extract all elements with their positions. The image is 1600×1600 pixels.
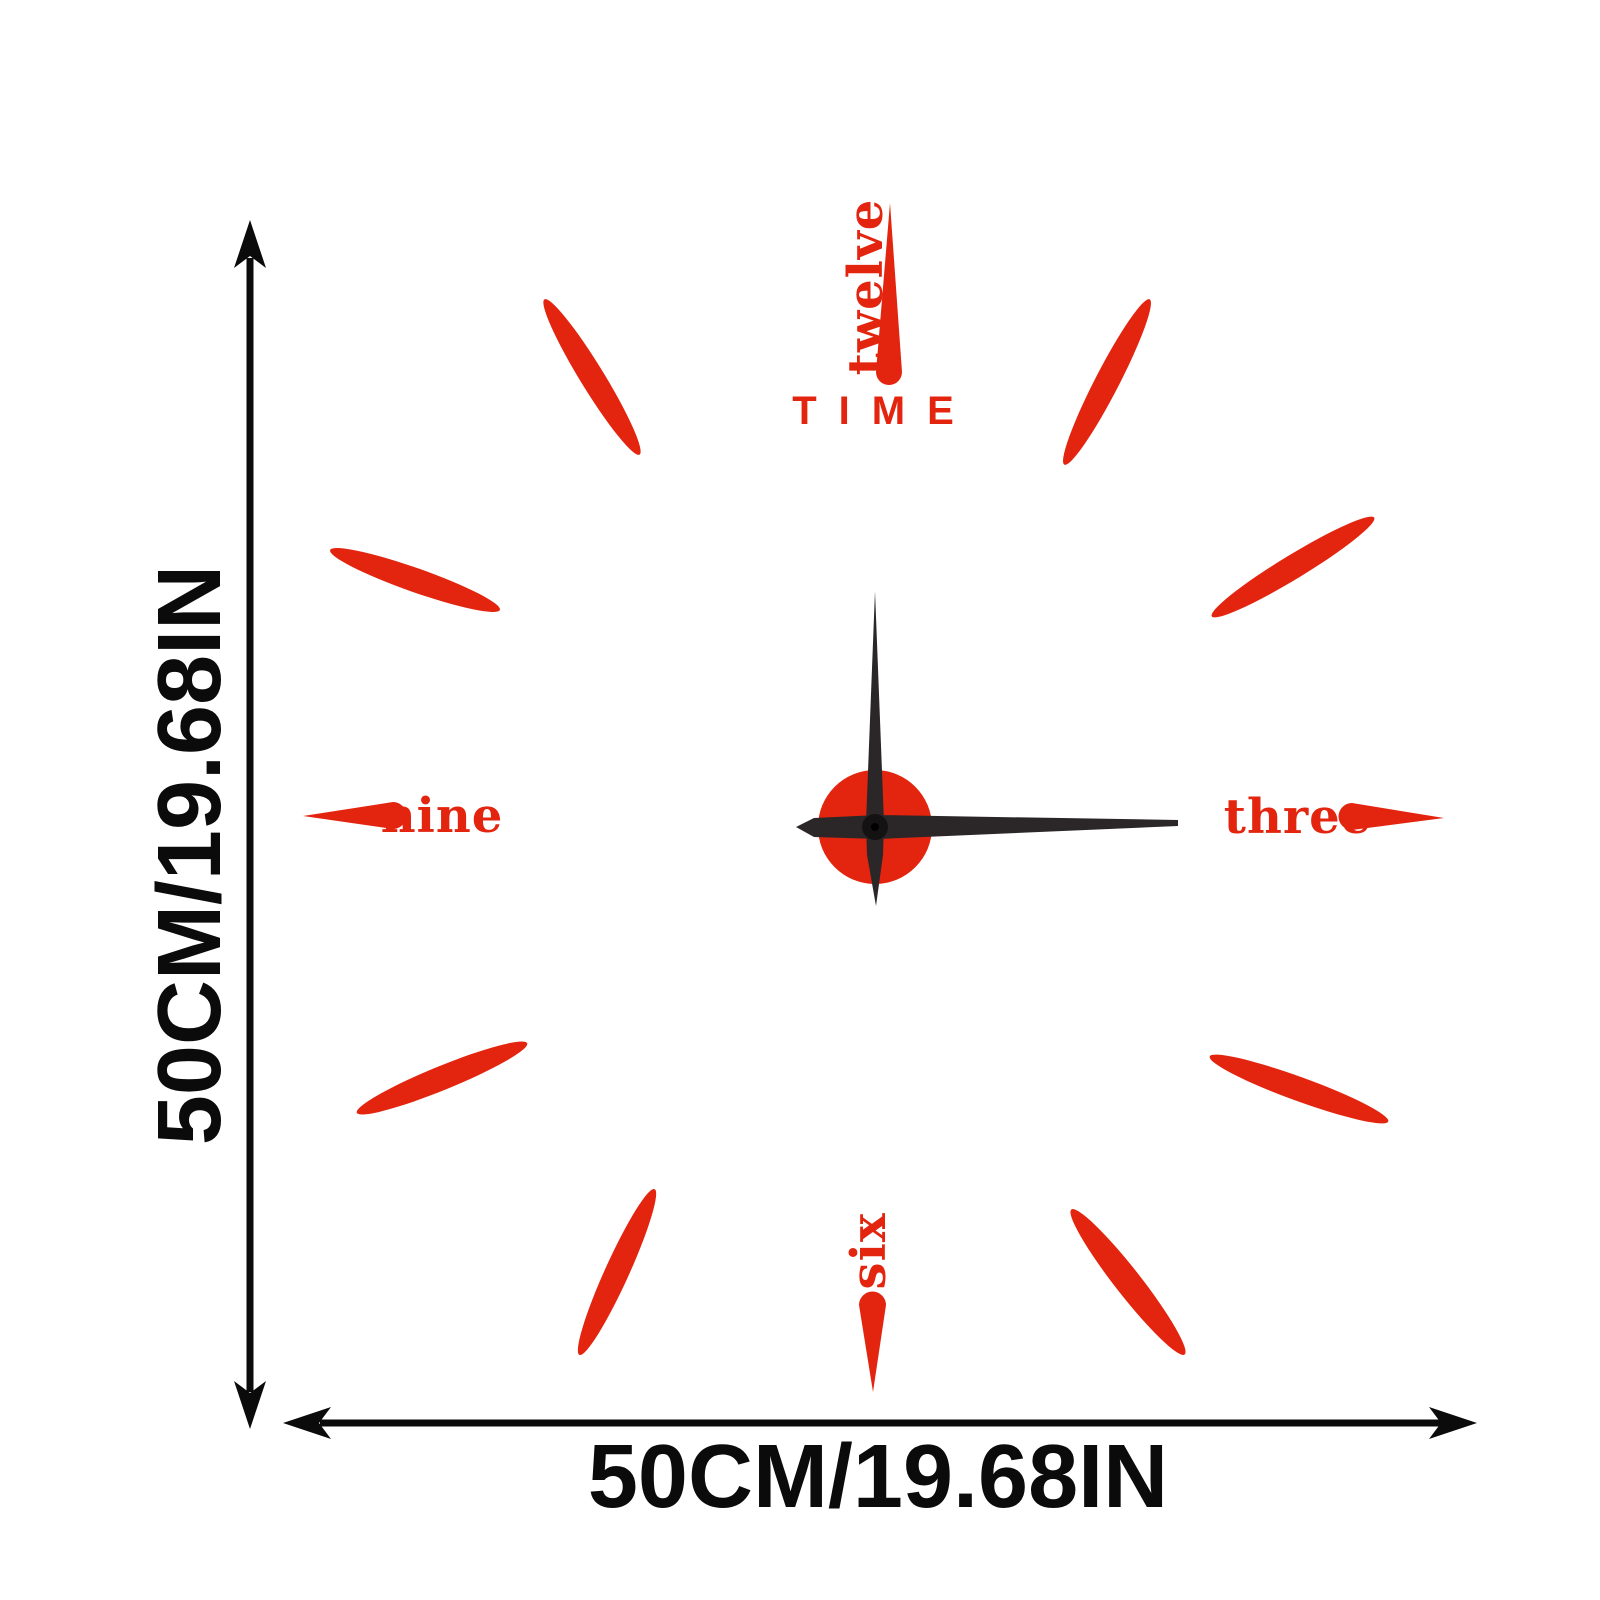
tick-9-oclock xyxy=(303,802,407,829)
hand-hub-hole xyxy=(871,823,879,831)
tick-4-oclock xyxy=(1209,1054,1389,1124)
brand-text-time: TIME xyxy=(792,389,976,433)
tick-2-oclock xyxy=(1211,516,1375,618)
tick-6-oclock xyxy=(859,1291,886,1392)
tick-5-oclock xyxy=(1070,1209,1186,1355)
dimension-lines xyxy=(246,258,1442,1427)
tick-12-oclock xyxy=(876,203,902,385)
clock-word-six: six xyxy=(841,1212,897,1290)
height-dimension-label: 50CM/19.68IN xyxy=(140,564,240,1146)
hour-hand xyxy=(796,815,1178,839)
tick-8-oclock xyxy=(356,1041,528,1115)
tick-10-oclock xyxy=(330,548,500,612)
arrowhead-left xyxy=(283,1407,331,1439)
arrowhead-up xyxy=(234,220,266,268)
tick-7-oclock xyxy=(577,1188,657,1356)
tick-marks xyxy=(303,203,1444,1392)
clock-word-three: three xyxy=(1223,789,1373,845)
arrowhead-down xyxy=(234,1381,266,1429)
clock-word-twelve: twelve xyxy=(838,198,894,376)
clock-word-nine: nine xyxy=(380,788,504,844)
arrowhead-right xyxy=(1429,1407,1477,1439)
tick-3-oclock xyxy=(1338,803,1444,830)
minute-hand xyxy=(866,591,884,906)
tick-1-oclock xyxy=(1063,299,1151,465)
width-dimension-label: 50CM/19.68IN xyxy=(587,1427,1169,1527)
dimension-arrowheads xyxy=(234,220,1477,1439)
tick-11-oclock xyxy=(543,299,641,455)
